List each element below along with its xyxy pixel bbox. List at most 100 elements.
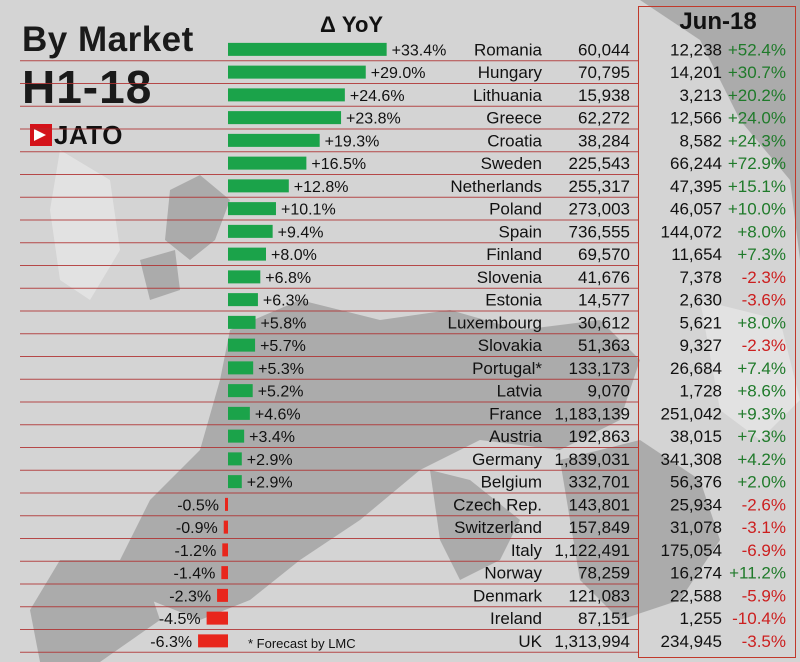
jun-change: +24.3% — [728, 131, 786, 150]
jun-change: +24.0% — [728, 109, 786, 128]
h1-volume: 87,151 — [578, 609, 630, 628]
jun-volume: 12,566 — [670, 109, 722, 128]
market-name: Sweden — [481, 154, 542, 173]
yoy-label: +24.6% — [350, 88, 405, 105]
yoy-label: +16.5% — [311, 156, 366, 173]
jun-volume: 1,255 — [679, 609, 722, 628]
yoy-label: +4.6% — [255, 406, 301, 423]
market-name: Estonia — [485, 291, 542, 310]
jun-change: +4.2% — [737, 450, 786, 469]
yoy-label: +3.4% — [249, 429, 295, 446]
yoy-bar — [198, 634, 228, 648]
market-name: Greece — [486, 109, 542, 128]
h1-volume: 70,795 — [578, 63, 630, 82]
yoy-label: +19.3% — [325, 133, 380, 150]
jun-volume: 234,945 — [661, 632, 722, 651]
market-name: Croatia — [487, 131, 542, 150]
footnote: * Forecast by LMC — [248, 636, 356, 651]
yoy-bar — [228, 361, 254, 375]
yoy-bar — [225, 497, 228, 511]
jun-volume: 56,376 — [670, 473, 722, 492]
market-name: Spain — [499, 222, 542, 241]
market-name: Luxembourg — [447, 313, 542, 332]
market-name: Latvia — [497, 382, 543, 401]
market-name: Belgium — [481, 473, 542, 492]
jato-logo: JATO — [30, 120, 123, 150]
yoy-bar — [228, 315, 256, 329]
market-name: Finland — [486, 245, 542, 264]
yoy-label: +33.4% — [392, 42, 447, 59]
h1-volume: 1,839,031 — [554, 450, 630, 469]
h1-volume: 225,543 — [569, 154, 630, 173]
jun-volume: 11,654 — [671, 245, 722, 264]
yoy-label: +5.7% — [260, 338, 306, 355]
yoy-bar — [228, 293, 258, 307]
jun-change: -3.5% — [742, 632, 786, 651]
h1-volume: 121,083 — [569, 586, 630, 605]
yoy-bar — [228, 65, 366, 79]
jun-change: -2.3% — [742, 268, 786, 287]
yoy-bar — [228, 406, 250, 420]
yoy-bar — [228, 384, 253, 398]
yoy-label: -2.3% — [169, 588, 211, 605]
h1-volume: 255,317 — [569, 177, 630, 196]
yoy-label: -4.5% — [159, 611, 201, 628]
market-name: Austria — [489, 427, 542, 446]
yoy-column-header: Δ YoY — [320, 12, 384, 37]
jun-volume: 46,057 — [670, 200, 722, 219]
yoy-label: +10.1% — [281, 202, 336, 219]
jun-volume: 66,244 — [670, 154, 722, 173]
market-name: Portugal* — [472, 359, 542, 378]
h1-volume: 157,849 — [569, 518, 630, 537]
jun-volume: 38,015 — [670, 427, 722, 446]
jun-change: -2.3% — [742, 336, 786, 355]
jun-volume: 22,588 — [670, 586, 722, 605]
yoy-bar — [228, 224, 273, 238]
h1-volume: 51,363 — [578, 336, 630, 355]
jun-change: -3.6% — [742, 291, 786, 310]
jun-volume: 5,621 — [679, 313, 722, 332]
market-name: Italy — [511, 541, 543, 560]
chart-subtitle: H1-18 — [22, 61, 153, 113]
jun-change: +15.1% — [728, 177, 786, 196]
jun-change: +2.0% — [737, 473, 786, 492]
jun-change: -5.9% — [742, 586, 786, 605]
yoy-label: -1.4% — [174, 566, 216, 583]
jun-change: +8.0% — [737, 222, 786, 241]
jun-volume: 26,684 — [670, 359, 722, 378]
h1-volume: 15,938 — [578, 86, 630, 105]
yoy-bar — [228, 179, 289, 193]
yoy-label: +12.8% — [294, 179, 349, 196]
h1-volume: 38,284 — [578, 131, 630, 150]
market-name: Ireland — [490, 609, 542, 628]
jun-volume: 175,054 — [661, 541, 722, 560]
jun-volume: 31,078 — [670, 518, 722, 537]
jun-change: -3.1% — [742, 518, 786, 537]
h1-volume: 143,801 — [569, 495, 630, 514]
yoy-label: -1.2% — [175, 543, 217, 560]
h1-volume: 133,173 — [569, 359, 630, 378]
jun-volume: 9,327 — [679, 336, 722, 355]
market-name: Slovenia — [477, 268, 543, 287]
h1-volume: 1,313,994 — [554, 632, 630, 651]
yoy-bar — [206, 611, 228, 625]
yoy-label: -6.3% — [150, 634, 192, 651]
h1-volume: 332,701 — [569, 473, 630, 492]
yoy-label: +29.0% — [371, 65, 426, 82]
h1-volume: 736,555 — [569, 222, 630, 241]
h1-volume: 192,863 — [569, 427, 630, 446]
jun-volume: 47,395 — [670, 177, 722, 196]
yoy-label: -0.9% — [176, 520, 218, 537]
market-name: Lithuania — [473, 86, 543, 105]
yoy-bar — [228, 42, 387, 56]
jun-change: +7.3% — [737, 245, 786, 264]
jun-volume: 14,201 — [670, 63, 722, 82]
jun-volume: 7,378 — [679, 268, 722, 287]
yoy-label: +23.8% — [346, 111, 401, 128]
jun-volume: 25,934 — [670, 495, 722, 514]
yoy-bar — [228, 270, 261, 284]
yoy-label: +9.4% — [278, 224, 324, 241]
jun-change: +8.0% — [737, 313, 786, 332]
market-name: Slovakia — [478, 336, 543, 355]
